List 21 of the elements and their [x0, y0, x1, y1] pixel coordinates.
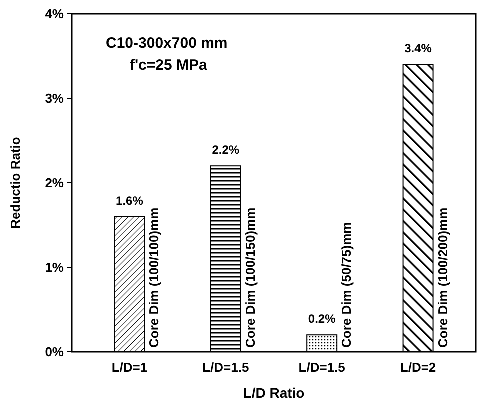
y-tick-label: 3% — [45, 91, 64, 106]
annotation: Core Dim (100/150)mm — [242, 208, 258, 348]
x-tick-label: L/D=1.5 — [202, 360, 250, 375]
text: C10-300x700 mm — [106, 35, 228, 52]
data-label: 0.2% — [308, 312, 336, 326]
y-tick-label: 2% — [45, 176, 64, 191]
y-tick-label: 1% — [45, 260, 64, 276]
y-axis-title: Reductio Ratio — [8, 137, 23, 229]
annotation: Core Dim (50/75)mm — [339, 222, 354, 348]
x-tick-label: L/D=1.5 — [298, 360, 346, 375]
data-label: 3.4% — [404, 42, 432, 56]
text: f'c=25 MPa — [130, 57, 208, 74]
annotation: Core Dim (100/200)mm — [435, 208, 450, 348]
data-label: 2.2% — [212, 143, 240, 158]
annotation: Core Dim (100/100)mm — [146, 208, 162, 348]
data-label: 1.6% — [116, 194, 144, 208]
x-tick-label: L/D=2 — [400, 360, 436, 375]
x-axis-title: L/D Ratio — [243, 385, 305, 401]
y-tick-label: 4% — [45, 6, 64, 22]
x-tick-label: L/D=1 — [112, 360, 148, 375]
y-tick-label: 0% — [45, 344, 64, 360]
